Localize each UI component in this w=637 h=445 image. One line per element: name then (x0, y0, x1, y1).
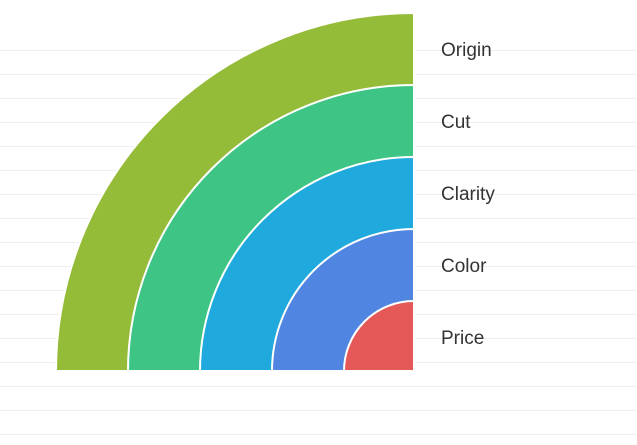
label-color: Color (441, 256, 487, 277)
label-clarity: Clarity (441, 184, 495, 205)
labels-group: Origin Cut Clarity Color Price (441, 40, 495, 349)
label-origin: Origin (441, 40, 492, 61)
edge-mask (414, 0, 416, 372)
label-price: Price (441, 328, 484, 349)
ring-price[interactable] (342, 299, 415, 372)
rings-group (54, 0, 416, 372)
label-cut: Cut (441, 112, 471, 133)
